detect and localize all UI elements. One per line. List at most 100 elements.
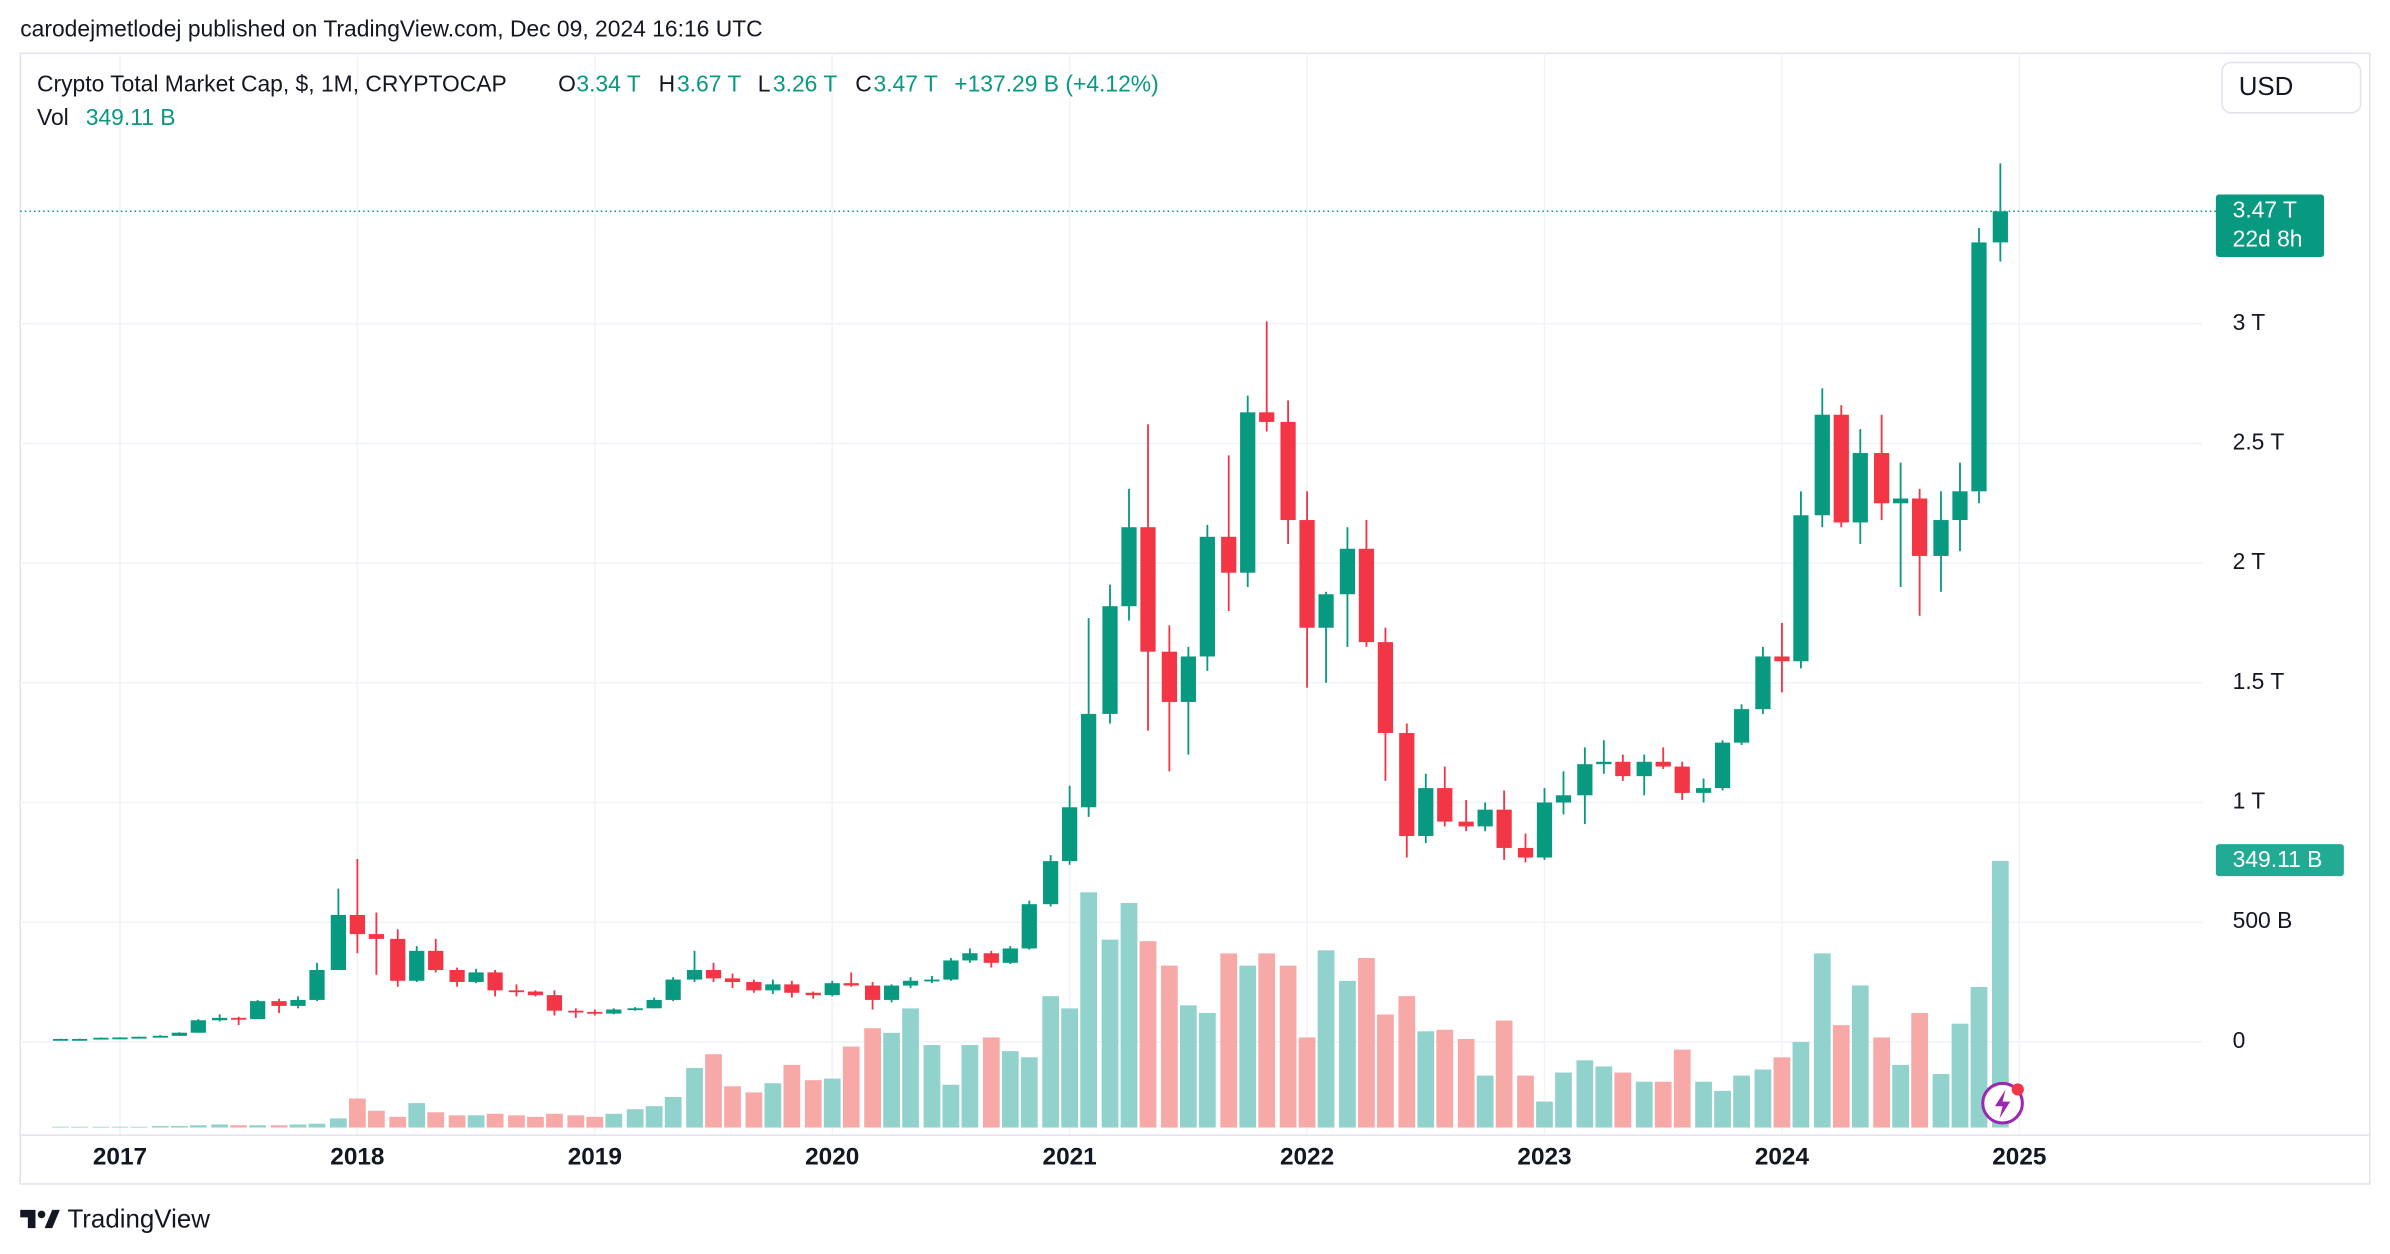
- candle-body: [1733, 709, 1750, 743]
- candle-body: [1893, 498, 1909, 504]
- plot-area: 2017 2018 2019 2020 2021 2022 2023 2024 2025 0 500…: [20, 53, 2370, 1170]
- candle-body: [746, 981, 762, 991]
- volume-bar: [467, 1115, 485, 1128]
- volume-bar: [249, 1125, 267, 1128]
- volume-bar: [508, 1115, 525, 1128]
- volume-bar: [982, 1037, 1000, 1128]
- volume-bar: [367, 1110, 385, 1128]
- x-tick-label: 2023: [1517, 1143, 1571, 1170]
- candle-body: [1852, 453, 1868, 523]
- x-tick-label: 2025: [1992, 1143, 2046, 1170]
- volume-bar: [1179, 1005, 1197, 1128]
- volume-bar: [645, 1106, 663, 1128]
- volume-bar: [664, 1096, 682, 1128]
- candle-body: [449, 970, 465, 982]
- legend-high-label: H: [659, 70, 676, 96]
- candle-body: [527, 991, 544, 996]
- candle-body: [271, 1001, 287, 1006]
- volume-bar: [170, 1126, 188, 1128]
- volume-bar: [389, 1116, 407, 1128]
- candle-body: [1755, 656, 1771, 710]
- candle-body: [231, 1017, 247, 1020]
- candle-body: [1002, 948, 1018, 963]
- volume-bar: [270, 1125, 288, 1128]
- last-price-box: [2215, 194, 2325, 258]
- candle-body: [71, 1038, 88, 1041]
- candle-body: [983, 953, 999, 963]
- candle-body: [962, 953, 978, 961]
- candle-body: [805, 992, 821, 996]
- currency-label[interactable]: USD: [2239, 73, 2294, 101]
- candle-body: [1774, 656, 1790, 662]
- candle-body: [1062, 807, 1078, 862]
- volume-bar: [1892, 1064, 1910, 1128]
- volume-bar: [883, 1032, 900, 1128]
- candle-body: [924, 979, 940, 982]
- volume-bar: [1457, 1038, 1475, 1128]
- candle-body: [112, 1037, 128, 1040]
- volume-bar: [330, 1118, 347, 1128]
- volume-bar: [1754, 1069, 1772, 1128]
- volume-bar: [1358, 957, 1375, 1128]
- candle-body: [1418, 788, 1434, 836]
- candle-body: [883, 985, 900, 1000]
- volume-bar: [567, 1115, 585, 1128]
- last-price-label: 3.47 T: [2233, 196, 2297, 222]
- volume-bar: [130, 1126, 148, 1128]
- volume-bar: [686, 1067, 703, 1128]
- candle-body: [1180, 656, 1196, 702]
- volume-bar: [348, 1098, 366, 1128]
- candle-body: [487, 972, 503, 991]
- countdown-label: 22d 8h: [2233, 225, 2303, 251]
- volume-bar: [705, 1054, 722, 1128]
- volume-bar: [1476, 1075, 1494, 1128]
- candle-body: [1655, 761, 1671, 767]
- candle-body: [665, 979, 681, 1000]
- volume-bar: [1832, 1025, 1850, 1128]
- candle-body: [212, 1017, 228, 1021]
- candle-body: [1081, 713, 1097, 808]
- volume-bar: [605, 1113, 623, 1128]
- volume-bar: [1576, 1060, 1594, 1128]
- candle-body: [1259, 412, 1275, 422]
- candle-body: [1833, 414, 1849, 523]
- candle-body: [309, 970, 325, 1000]
- candle-body: [1280, 421, 1296, 521]
- candle-body: [568, 1010, 584, 1013]
- x-tick-label: 2019: [568, 1143, 622, 1170]
- alert-icon[interactable]: [1981, 1081, 2024, 1125]
- candle-body: [152, 1035, 168, 1038]
- volume-bar: [923, 1045, 941, 1128]
- candle-body: [1555, 795, 1572, 803]
- volume-bar: [942, 1084, 960, 1128]
- volume-bar: [427, 1112, 445, 1128]
- volume-bar: [71, 1126, 88, 1128]
- candle-body: [1318, 594, 1334, 628]
- candle-body: [1577, 764, 1593, 796]
- candle-body: [1517, 847, 1534, 858]
- volume-bar: [626, 1109, 644, 1128]
- volume-bar: [1120, 902, 1138, 1128]
- candle-body: [190, 1020, 206, 1033]
- candle-body: [724, 978, 741, 982]
- candle-body: [1615, 761, 1631, 777]
- candle-body: [686, 970, 703, 980]
- volume-bar: [92, 1126, 110, 1128]
- volume-bar: [724, 1086, 741, 1128]
- volume-bar: [527, 1116, 544, 1128]
- volume-bar: [448, 1115, 466, 1128]
- candle-body: [1377, 642, 1394, 734]
- candle-body: [627, 1008, 643, 1011]
- volume-bar: [52, 1126, 69, 1128]
- candle-body: [330, 914, 346, 971]
- currency-button[interactable]: [2221, 61, 2362, 114]
- candle-body: [428, 950, 444, 971]
- candle-body: [843, 983, 859, 986]
- candle-body: [250, 1001, 266, 1020]
- volume-bar: [745, 1092, 763, 1128]
- volume-bar: [1042, 996, 1060, 1128]
- volume-bar: [289, 1124, 307, 1128]
- last-volume-label: 349.11 B: [2233, 846, 2323, 872]
- candle-body: [1674, 766, 1690, 793]
- volume-bar: [1298, 1037, 1316, 1128]
